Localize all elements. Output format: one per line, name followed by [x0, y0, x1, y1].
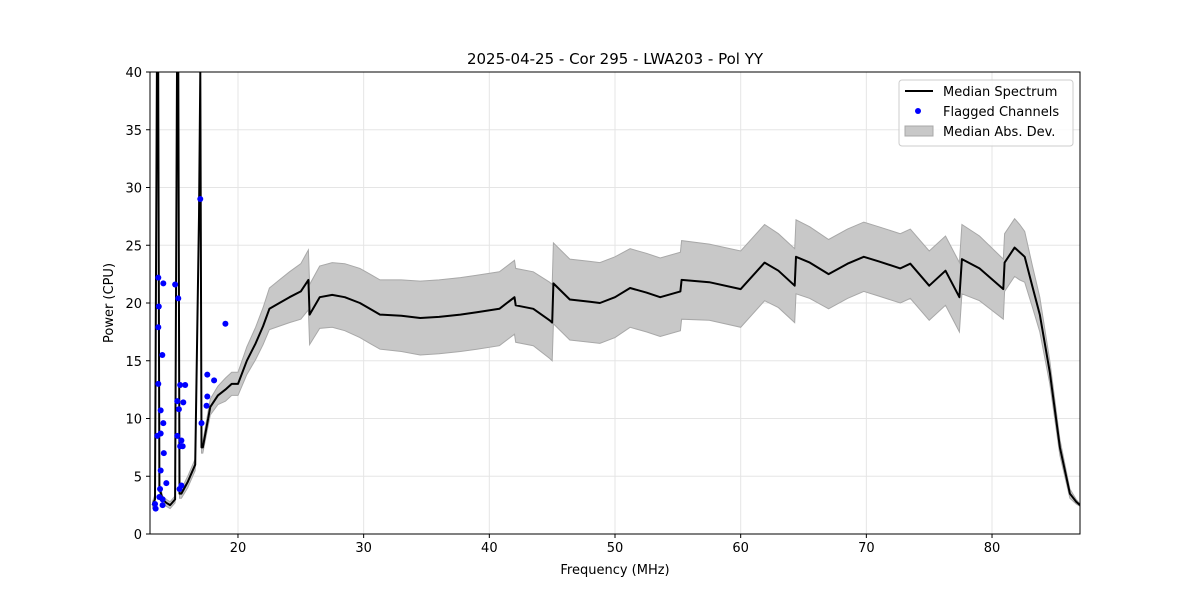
flagged-channel-point: [163, 480, 170, 487]
flagged-channel-point: [175, 295, 182, 302]
flagged-channel-point: [174, 398, 181, 405]
y-axis-label: Power (CPU): [102, 263, 117, 343]
flagged-channel-point: [160, 450, 167, 457]
legend-band-swatch: [904, 125, 934, 137]
flagged-channel-point: [160, 280, 167, 287]
chart-title: 2025-04-25 - Cor 295 - LWA203 - Pol YY: [467, 50, 764, 68]
x-tick-label: 60: [732, 541, 749, 556]
flagged-channel-point: [177, 382, 184, 389]
flagged-channel-point: [204, 371, 211, 378]
y-tick-label: 15: [125, 355, 142, 370]
y-tick-label: 30: [125, 182, 142, 197]
legend: Median Spectrum Flagged Channels Median …: [898, 79, 1074, 147]
x-tick-label: 20: [230, 541, 247, 556]
y-tick-label: 40: [125, 66, 142, 81]
x-tick-label: 50: [607, 541, 624, 556]
flagged-channel-point: [157, 467, 164, 474]
x-axis-label: Frequency (MHz): [560, 563, 669, 578]
y-tick-label: 20: [125, 297, 142, 312]
flagged-channel-point: [197, 196, 204, 203]
flagged-channel-point: [204, 393, 211, 400]
flagged-channels: [152, 196, 229, 512]
flagged-channel-point: [175, 406, 182, 413]
median-spectrum-line: [151, 72, 1080, 507]
flagged-channel-point: [155, 380, 162, 387]
flagged-channel-point: [155, 274, 162, 281]
flagged-channel-point: [222, 320, 229, 327]
x-tick-label: 30: [355, 541, 372, 556]
y-tick-label: 5: [134, 470, 142, 485]
flagged-channel-point: [179, 443, 186, 450]
legend-label-median: Median Spectrum: [943, 85, 1057, 100]
legend-dot-swatch: [915, 108, 921, 114]
legend-label-mad: Median Abs. Dev.: [943, 125, 1055, 140]
flagged-channel-point: [157, 485, 164, 492]
y-tick-label: 25: [125, 239, 142, 254]
flagged-channel-point: [211, 377, 218, 384]
x-tick-label: 40: [481, 541, 498, 556]
flagged-channel-point: [157, 407, 164, 414]
y-tick-label: 10: [125, 413, 142, 428]
y-tick-label: 35: [125, 124, 142, 139]
legend-box: [898, 79, 1074, 147]
flagged-channel-point: [203, 402, 210, 409]
flagged-channel-point: [159, 496, 166, 503]
flagged-channel-point: [160, 420, 167, 427]
legend-label-flagged: Flagged Channels: [943, 105, 1059, 120]
y-tick-label: 0: [134, 528, 142, 543]
x-tick-label: 70: [858, 541, 875, 556]
flagged-channel-point: [152, 505, 159, 512]
flagged-channel-point: [152, 500, 159, 507]
median-abs-dev-band: [152, 72, 1080, 510]
y-axis-ticks: 0 5 10 15 20 25 30 35 40: [125, 66, 150, 543]
flagged-channel-point: [182, 382, 189, 389]
flagged-channel-point: [176, 485, 183, 492]
flagged-channel-point: [172, 281, 179, 288]
flagged-channel-point: [159, 351, 166, 358]
flagged-channel-point: [174, 432, 181, 439]
x-tick-label: 80: [984, 541, 1001, 556]
flagged-channel-point: [159, 502, 166, 509]
flagged-channel-point: [180, 399, 187, 406]
flagged-channel-point: [155, 324, 162, 331]
flagged-channel-point: [157, 430, 164, 437]
flagged-channel-point: [198, 420, 205, 427]
flagged-channel-point: [155, 303, 162, 310]
flagged-channel-point: [178, 437, 185, 444]
x-axis-ticks: 20 30 40 50 60 70 80: [230, 534, 1001, 556]
